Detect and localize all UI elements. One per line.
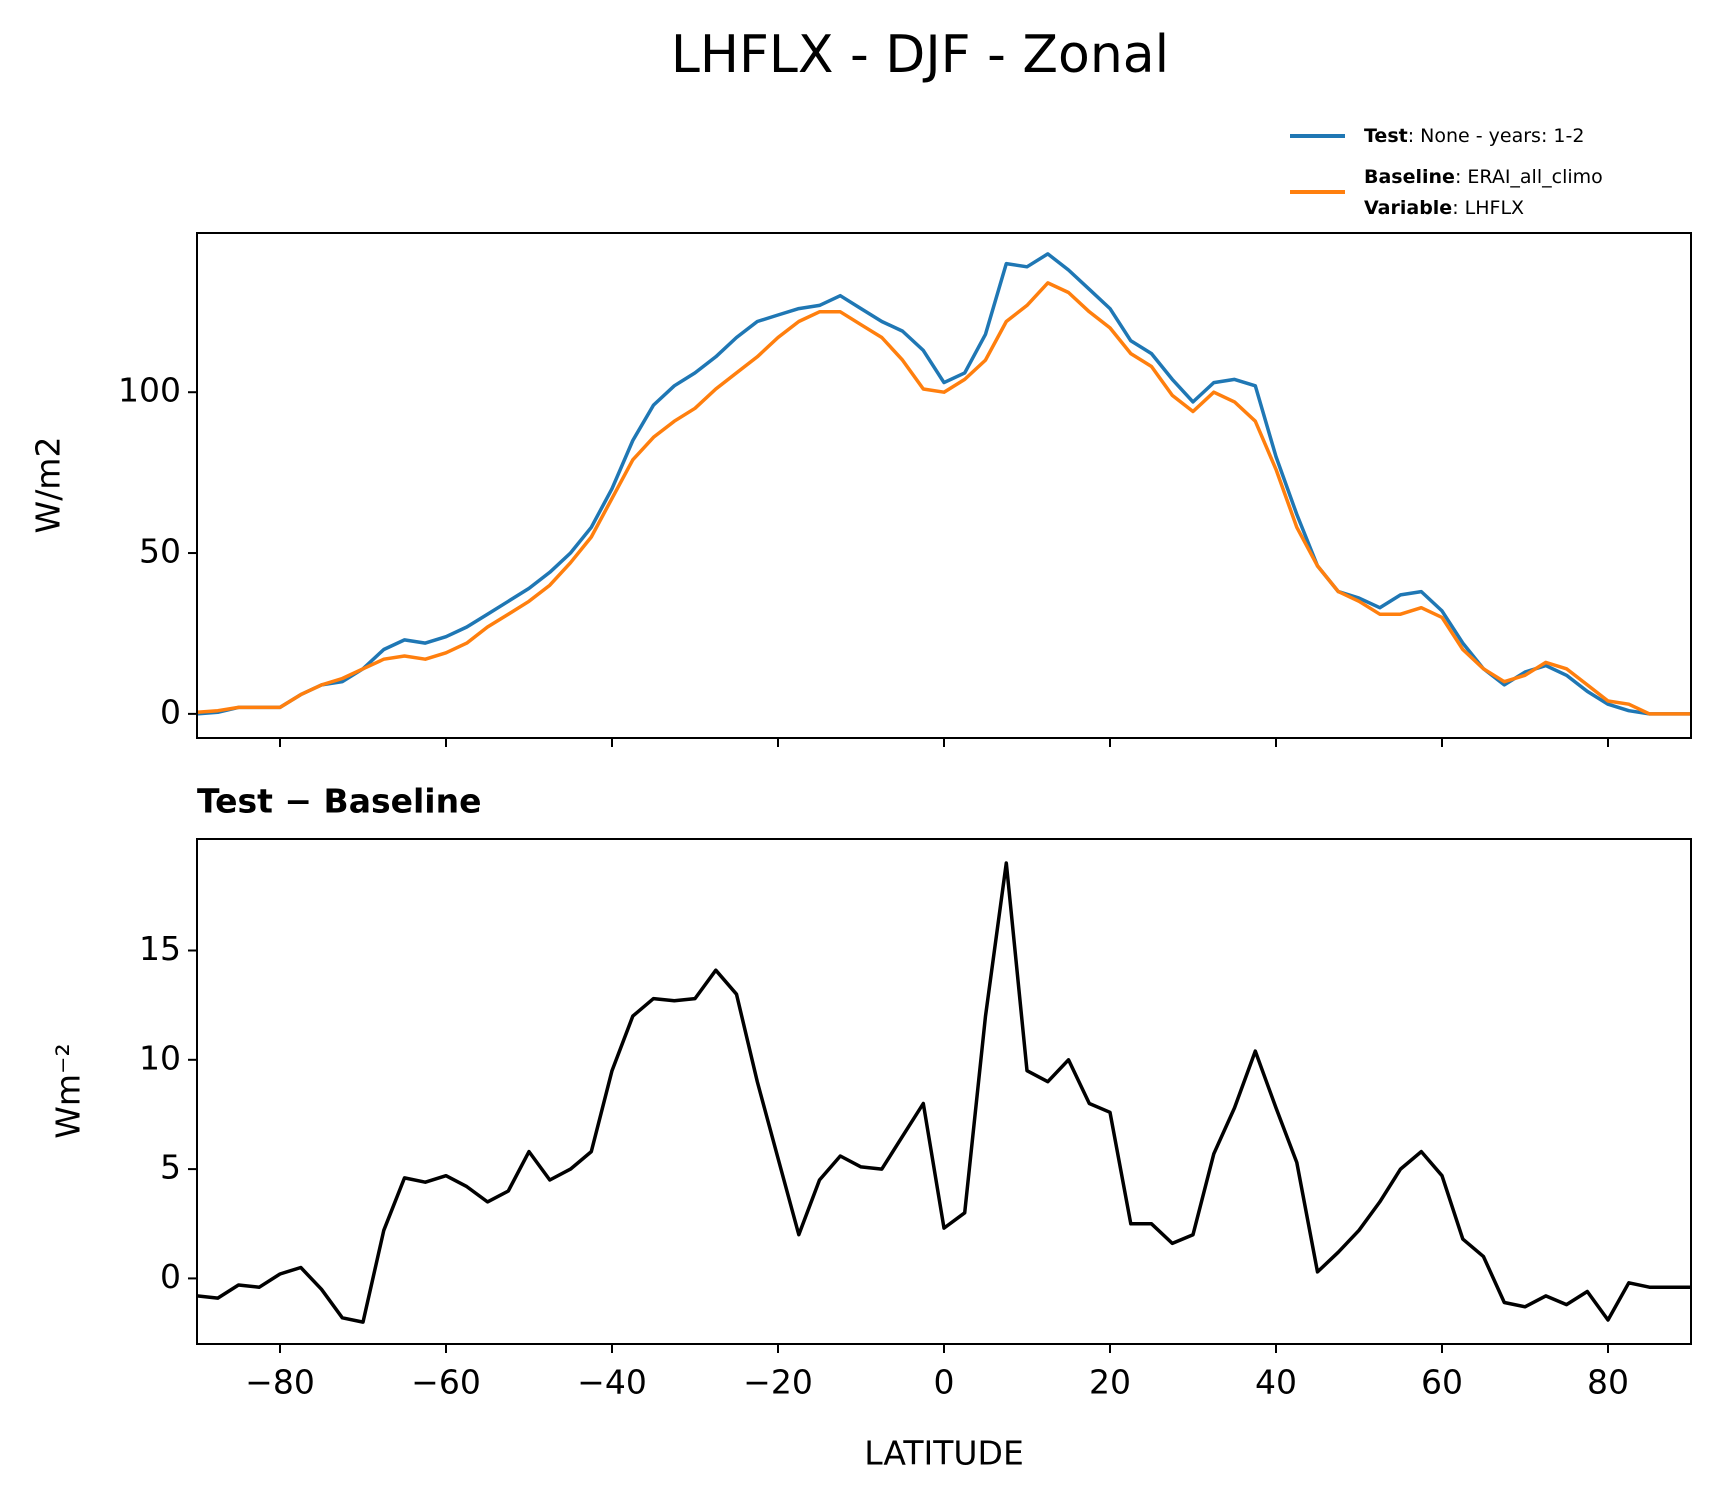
- legend-label: Test: None - years: 1-2: [1364, 125, 1584, 147]
- legend-name: Baseline: [1364, 166, 1455, 188]
- legend-name: Variable: [1364, 197, 1452, 219]
- x-tick-label: −40: [577, 1363, 647, 1402]
- x-axis-label: LATITUDE: [864, 1434, 1024, 1473]
- y-tick-label: 50: [139, 532, 181, 571]
- legend-description: : ERAI_all_climo: [1455, 166, 1603, 188]
- plot-frame: [196, 838, 1692, 1345]
- y-tick-label: 100: [118, 371, 181, 410]
- y-tick-label: 0: [160, 692, 181, 731]
- legend-label: Baseline: ERAI_all_climo: [1364, 166, 1603, 188]
- legend-description: : LHFLX: [1452, 197, 1524, 219]
- legend-description: : None - years: 1-2: [1408, 125, 1585, 147]
- x-tick-label: 60: [1421, 1363, 1463, 1402]
- series-line: [197, 252, 1691, 716]
- panel-title: Test − Baseline: [197, 782, 482, 821]
- y-tick-label: 10: [139, 1038, 181, 1077]
- y-tick-label: 15: [139, 929, 181, 968]
- legend-label: Variable: LHFLX: [1364, 197, 1524, 219]
- figure-title: LHFLX - DJF - Zonal: [671, 25, 1169, 85]
- legend-name: Test: [1364, 125, 1408, 147]
- y-axis-label: W/m2: [29, 437, 68, 534]
- x-tick-label: −80: [245, 1363, 315, 1402]
- plot-frame: [196, 232, 1692, 739]
- x-tick-label: 40: [1255, 1363, 1297, 1402]
- x-tick-label: 0: [934, 1363, 955, 1402]
- y-tick-label: 0: [160, 1257, 181, 1296]
- difference-line: [197, 861, 1691, 1324]
- x-tick-label: 80: [1587, 1363, 1629, 1402]
- x-tick-label: 20: [1089, 1363, 1131, 1402]
- y-axis-label: Wm⁻²: [49, 1043, 88, 1138]
- y-tick-label: 5: [160, 1148, 181, 1187]
- series-line: [197, 281, 1691, 716]
- x-tick-label: −60: [411, 1363, 481, 1402]
- x-tick-label: −20: [743, 1363, 813, 1402]
